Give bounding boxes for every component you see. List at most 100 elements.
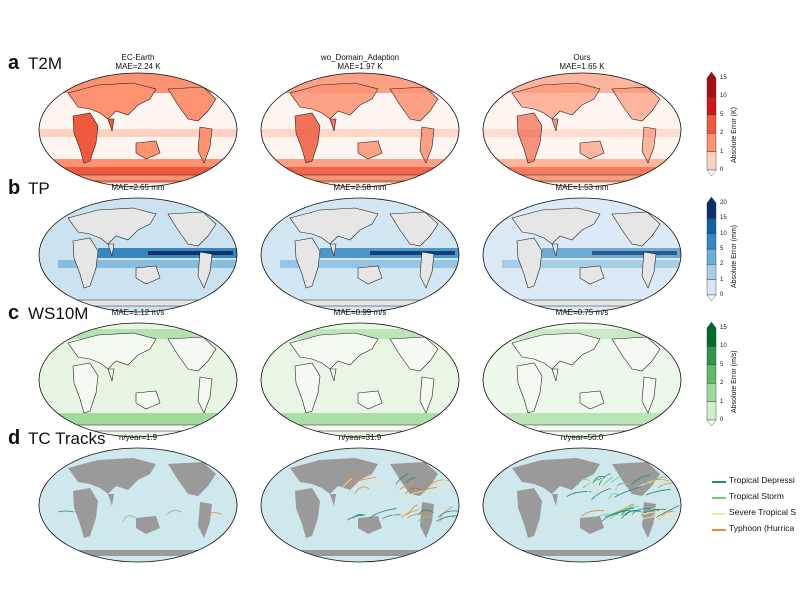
colorbar-tick-label: 10 (720, 93, 727, 100)
map-ws10m-1 (38, 322, 238, 438)
colorbar-min-arrow (706, 419, 717, 427)
land-region (358, 391, 382, 409)
land-region (218, 331, 230, 343)
map-border (38, 447, 238, 563)
tc-track (577, 478, 590, 486)
metric-label: n/year=31.9 (338, 433, 382, 442)
colorbar-min-arrow (706, 169, 717, 177)
land-region (58, 425, 218, 431)
land-region (517, 238, 542, 288)
land-region (108, 494, 114, 506)
colorbar-tick-label: 0 (720, 292, 724, 298)
tc-track (348, 476, 377, 485)
land-region (168, 462, 216, 496)
map-border (482, 447, 682, 563)
colorbar-segment (706, 264, 717, 280)
land-region (168, 337, 216, 371)
tc-track (428, 479, 450, 487)
tc-track (166, 510, 183, 516)
tc-track (604, 507, 634, 518)
colorbar-min-arrow (706, 294, 717, 302)
map-ws10m-2 (260, 322, 460, 438)
land-region (218, 206, 230, 218)
tc-track (402, 490, 428, 501)
tc-track (354, 486, 370, 494)
map-border (260, 72, 460, 188)
land-region (642, 127, 656, 163)
colorbar (706, 197, 717, 302)
tc-track (405, 476, 416, 484)
land-region (390, 212, 438, 246)
colorbar-tick-label: 2 (720, 130, 724, 137)
metric-label: MAE=2.24 K (115, 62, 161, 71)
panel-letter: a (8, 52, 20, 74)
map-border (38, 197, 238, 313)
metric-label: n/year=50.0 (560, 433, 604, 442)
colorbar-segment (706, 77, 717, 97)
colorbar-max-arrow (706, 197, 717, 204)
land-region (358, 141, 382, 159)
map-tp-1 (38, 197, 238, 313)
land-region (198, 127, 212, 163)
model-name: wo_Domain_Adaption (320, 53, 400, 62)
land-region (295, 488, 320, 538)
tc-track (407, 513, 431, 519)
colorbar-tick-label: 10 (720, 343, 727, 350)
legend-item: Typhoon (Hurrica (712, 523, 800, 535)
map-t2m-2 (260, 72, 460, 188)
land-region (68, 208, 156, 244)
map-border (482, 197, 682, 313)
colorbar-segment (706, 96, 717, 115)
colorbar-tick-label: 15 (720, 325, 727, 331)
colorbar-tick-label: 0 (720, 417, 724, 423)
legend-line-swatch (712, 497, 726, 499)
land-region (517, 363, 542, 413)
land-region (68, 333, 156, 369)
map-t2m-1 (38, 72, 238, 188)
land-region (136, 141, 160, 159)
tc-track (657, 482, 681, 489)
colorbar-tick-label: 1 (720, 148, 724, 155)
tc-track (399, 482, 416, 490)
map-border (38, 72, 238, 188)
panel-letter: d (8, 427, 21, 449)
land-region (280, 300, 440, 306)
colorbar-tick-label: 1 (720, 276, 724, 283)
tc-track (631, 474, 651, 486)
tc-track (658, 510, 674, 521)
tc-track (598, 473, 611, 486)
land-region (662, 456, 674, 468)
land-region (512, 83, 600, 119)
colorbar-segment (706, 248, 717, 265)
tc-track (395, 473, 409, 485)
colorbar-segment (706, 114, 717, 134)
tc-track (57, 510, 75, 513)
tc-track (621, 509, 640, 519)
tc-track (585, 483, 609, 494)
tc-track (580, 510, 605, 517)
land-region (517, 113, 542, 163)
metric-label: MAE=1.12 m/s (111, 308, 165, 317)
land-region (73, 363, 98, 413)
land-region (642, 502, 656, 538)
land-region (612, 212, 660, 246)
tc-track (631, 513, 647, 520)
map-border (38, 322, 238, 438)
tc-track (436, 514, 459, 522)
land-region (440, 456, 452, 468)
map-t2m-3 (482, 72, 682, 188)
tc-track (602, 476, 613, 487)
land-region (218, 456, 230, 468)
map-tc-tracks-1 (38, 447, 238, 563)
metric-label: MAE=1.97 K (337, 62, 383, 71)
colorbar-tick-label: 5 (720, 361, 724, 368)
legend-label: Tropical Depressi (729, 475, 795, 485)
land-region (662, 206, 674, 218)
tc-track (611, 470, 628, 483)
land-region (512, 458, 600, 494)
colorbar-segment (706, 133, 717, 152)
land-region (73, 488, 98, 538)
map-border (260, 447, 460, 563)
tc-track (641, 508, 667, 516)
metric-label: n/year=1.9 (118, 433, 158, 442)
